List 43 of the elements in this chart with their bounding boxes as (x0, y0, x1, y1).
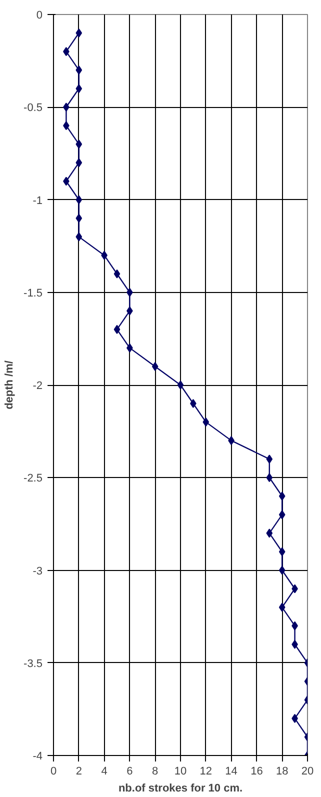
x-tick-label: 6 (126, 766, 133, 778)
x-tick-label: 14 (225, 766, 238, 778)
point (76, 28, 82, 38)
point (266, 454, 273, 464)
point (76, 84, 82, 94)
y-tick-label: -3 (32, 565, 42, 578)
y-tick-label: -3.5 (24, 658, 43, 670)
point (278, 547, 286, 556)
x-tick-label: 12 (200, 766, 212, 778)
point (266, 473, 273, 482)
y-axis-title: depth /m/ (4, 360, 16, 410)
x-tick-label: 0 (50, 766, 57, 778)
point (76, 214, 82, 223)
point (152, 362, 158, 371)
point (114, 269, 120, 278)
point (76, 232, 82, 242)
point (278, 492, 286, 501)
x-axis-title: nb.of strokes for 10 cm. (118, 782, 243, 794)
y-tick-label: -1 (32, 194, 42, 207)
y-tick-label: -2 (32, 380, 42, 392)
x-tick-label: 18 (276, 766, 288, 778)
point (177, 380, 184, 390)
point (266, 528, 273, 538)
x-tick-label: 10 (174, 766, 187, 778)
x-tick-label: 16 (250, 766, 263, 778)
point (76, 140, 82, 149)
point (76, 195, 82, 204)
y-tick-label: -4 (32, 750, 42, 762)
point (76, 66, 82, 75)
y-tick-label: 0 (36, 10, 43, 22)
point (114, 324, 120, 334)
x-tick-label: 4 (101, 766, 108, 778)
x-tick-label: 20 (301, 766, 314, 778)
point (278, 602, 286, 612)
y-tick-label: -1.5 (24, 287, 43, 300)
point (202, 418, 210, 427)
x-tick-label: 8 (152, 766, 158, 778)
point (76, 158, 82, 168)
y-tick-label: -2.5 (24, 472, 43, 485)
point (278, 510, 286, 520)
point (278, 566, 286, 575)
y-tick-label: -0.5 (24, 102, 43, 114)
x-tick-label: 2 (76, 766, 82, 778)
